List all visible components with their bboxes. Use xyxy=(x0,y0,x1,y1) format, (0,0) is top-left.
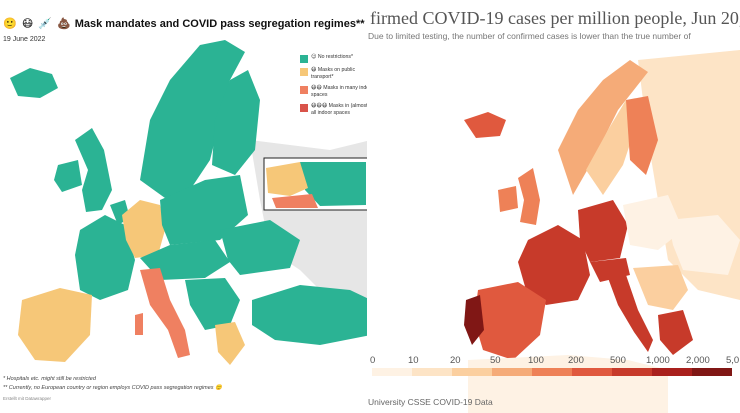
finland-region xyxy=(212,70,260,175)
legend-swatch-salmon xyxy=(300,86,308,95)
cases-poland xyxy=(623,195,683,250)
cases-italy xyxy=(608,275,653,352)
spain-portugal-region xyxy=(18,288,92,362)
scale-tick: 5,0 xyxy=(726,355,740,366)
cases-germany xyxy=(578,200,628,262)
covid-cases-map-panel: firmed COVID-19 cases per million people… xyxy=(368,0,740,413)
title-emojis: 🙂 😷 💉 💩 xyxy=(3,18,72,30)
sardinia-region xyxy=(135,313,143,335)
cases-ukraine xyxy=(668,215,740,275)
right-map-source: University CSSE COVID-19 Data xyxy=(368,397,493,407)
map-legend: 😊 No restrictions* 😷 Masks on public tra… xyxy=(300,54,371,121)
cases-uk xyxy=(518,168,540,225)
footnote-hospitals: * Hospitals etc. might still be restrict… xyxy=(3,376,96,382)
right-map-title: firmed COVID-19 cases per million people… xyxy=(370,8,740,28)
legend-swatch-red xyxy=(300,104,308,113)
inset-south xyxy=(272,194,318,208)
scale-tick: 20 xyxy=(450,355,461,366)
poland-baltics-region xyxy=(160,175,248,245)
iceland-region xyxy=(10,68,58,98)
scandinavia-region xyxy=(140,40,245,198)
inset-russia xyxy=(300,162,366,206)
datawrapper-credit: Erstellt mit Datawrapper xyxy=(3,396,52,401)
scale-tick: 200 xyxy=(568,355,584,366)
legend-label: 😷😷 Masks in many indoor spaces xyxy=(311,85,371,99)
turkey-region xyxy=(252,285,371,345)
scale-tick: 10 xyxy=(408,355,419,366)
italy-region xyxy=(140,268,190,358)
ukraine-region xyxy=(220,220,300,275)
legend-item-all-indoor: 😷😷😷 Masks in (almost) all indoor spaces xyxy=(300,103,371,117)
scale-segment xyxy=(492,368,532,376)
cases-portugal xyxy=(464,295,484,345)
footnote-covid-pass: ** Currently, no European country or reg… xyxy=(3,385,222,391)
legend-swatch-green xyxy=(300,55,308,63)
france-region xyxy=(75,215,135,300)
cases-greece xyxy=(658,310,693,355)
central-europe-region xyxy=(140,240,230,280)
scale-segment xyxy=(532,368,572,376)
europe-cases-map xyxy=(464,50,740,413)
cases-norway xyxy=(558,60,648,195)
legend-swatch-yellow xyxy=(300,68,308,76)
legend-item-no-restrictions: 😊 No restrictions* xyxy=(300,54,371,63)
legend-item-public-transport: 😷 Masks on public transport* xyxy=(300,67,371,81)
scale-segment xyxy=(452,368,492,376)
europe-mask-map xyxy=(10,40,371,365)
balkans-region xyxy=(185,278,240,330)
scale-tick: 0 xyxy=(370,355,376,366)
cases-ireland xyxy=(498,186,518,212)
scale-segment xyxy=(412,368,452,376)
inset-west xyxy=(266,162,308,196)
left-map-title-text: Mask mandates and COVID pass segregation… xyxy=(74,18,371,30)
left-map-date: 19 June 2022 xyxy=(3,36,46,43)
legend-label: 😊 No restrictions* xyxy=(311,54,354,60)
scale-segment xyxy=(652,368,692,376)
scale-segment xyxy=(612,368,652,376)
cases-color-scale xyxy=(372,368,740,376)
ireland-region xyxy=(54,160,82,192)
scale-segment xyxy=(572,368,612,376)
scale-segment xyxy=(372,368,412,376)
legend-item-many-indoor: 😷😷 Masks in many indoor spaces xyxy=(300,85,371,99)
mask-mandates-map-panel: 🙂 😷 💉 💩 Mask mandates and COVID pass segr… xyxy=(3,17,371,401)
uk-region xyxy=(75,128,112,212)
left-map-title: 🙂 😷 💉 💩 Mask mandates and COVID pass segr… xyxy=(3,17,371,30)
cases-spain xyxy=(474,282,546,360)
cases-balkans xyxy=(633,265,688,310)
scale-tick: 500 xyxy=(610,355,626,366)
cases-sweden xyxy=(586,100,638,195)
scale-tick: 100 xyxy=(528,355,544,366)
legend-label: 😷 Masks on public transport* xyxy=(311,67,356,81)
cases-france xyxy=(518,225,590,305)
greece-region xyxy=(215,322,245,365)
scale-segment xyxy=(692,368,732,376)
legend-label: 😷😷😷 Masks in (almost) all indoor spaces xyxy=(311,103,370,117)
scale-tick: 2,000 xyxy=(686,355,710,366)
scale-tick: 1,000 xyxy=(646,355,670,366)
right-map-subtitle: Due to limited testing, the number of co… xyxy=(368,31,691,41)
cases-finland xyxy=(626,96,658,175)
germany-region xyxy=(122,200,165,258)
scale-tick: 50 xyxy=(490,355,501,366)
cases-iceland xyxy=(464,112,506,138)
